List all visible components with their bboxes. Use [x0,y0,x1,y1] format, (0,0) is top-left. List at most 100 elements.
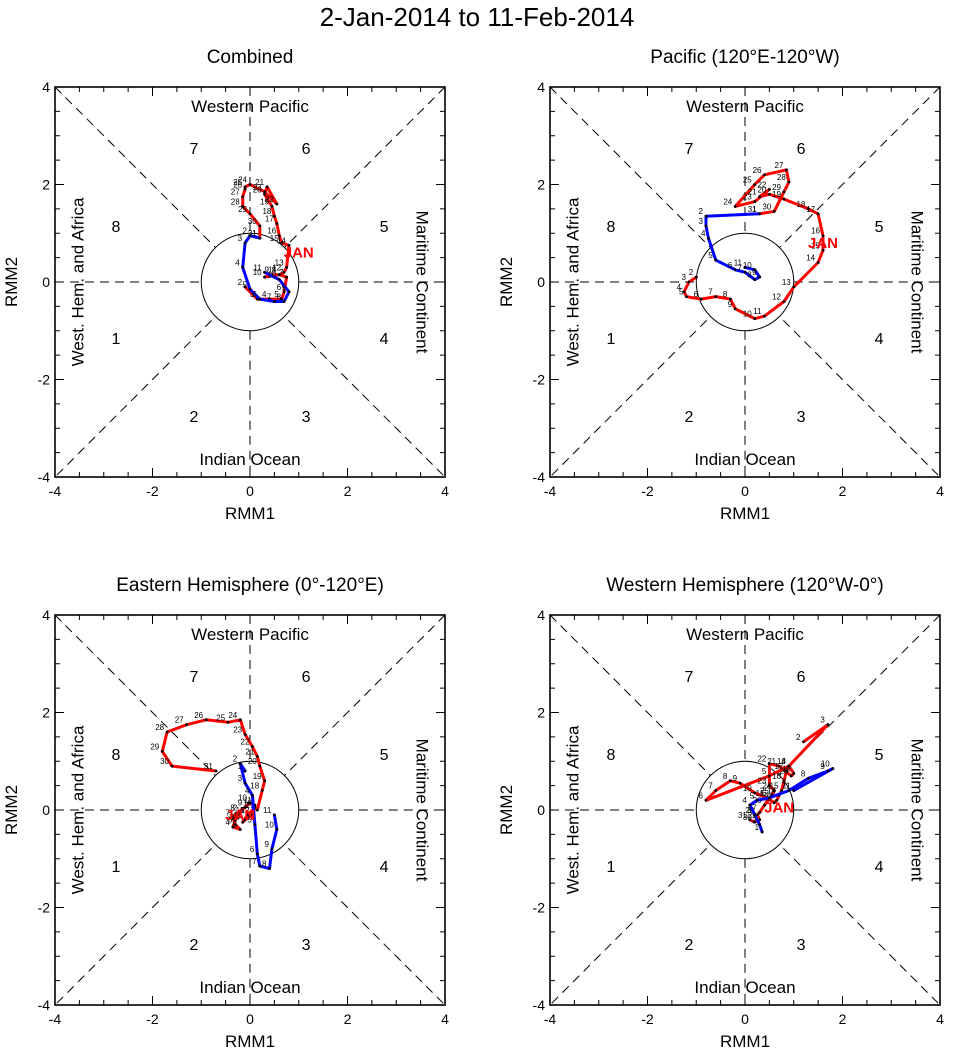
day-point [258,236,262,240]
day-label: 7 [708,288,713,297]
day-label: 11 [756,789,765,798]
x-tick-label: -4 [49,483,62,499]
day-point [282,270,286,274]
day-label: 26 [753,166,762,175]
day-label: 31 [248,229,257,238]
region-label-left: West. Hem. and Africa [563,197,582,366]
day-label: 11 [268,266,277,275]
day-label: 7 [708,782,713,791]
panel-title: Western Hemisphere (120°W-0°) [606,575,883,596]
day-point [682,290,686,294]
y-tick-label: -2 [38,900,51,916]
phase-number: 1 [111,331,120,348]
phase-number: 2 [189,409,198,426]
x-tick-label: 2 [839,1011,847,1027]
day-label: 28 [155,723,164,732]
day-point [214,769,218,773]
day-point [243,187,247,191]
day-label: 10 [265,821,274,830]
day-label: 7 [738,263,743,272]
day-point [260,789,264,792]
day-point [280,297,284,301]
y-tick-label: 2 [42,705,50,721]
day-point [258,864,262,868]
day-point [782,190,786,194]
day-label: 4 [262,290,267,299]
y-tick-label: 4 [537,607,545,623]
day-label: 30 [160,757,169,766]
x-tick-label: 4 [441,483,449,499]
day-label: 24 [228,711,237,720]
day-point [241,205,245,208]
region-label-right: Maritime Continent [413,739,432,882]
day-label: 7 [267,293,272,302]
day-label: 10 [253,268,262,277]
day-point [704,224,708,228]
day-label: 9 [264,266,269,275]
x-tick-label: 2 [344,483,352,499]
day-label: 8 [747,271,752,280]
x-tick-label: 0 [246,1011,254,1027]
y-axis-label: RMM2 [2,785,21,835]
day-label: 23 [253,183,262,192]
day-point [758,823,762,827]
day-label: 20 [253,185,262,194]
day-point [767,784,771,788]
day-point [792,789,796,792]
region-label-top: Western Pacific [191,625,309,644]
day-point [772,209,776,213]
day-point [758,811,762,814]
day-label: 20 [757,185,766,194]
day-label: 28 [777,173,786,182]
day-point [733,205,737,208]
x-tick-label: 4 [441,1011,449,1027]
day-point [243,806,247,809]
panel-title: Eastern Hemisphere (0°-120°E) [116,575,384,596]
day-label: 18 [796,200,805,209]
day-point [707,236,710,240]
trajectory-jan [682,168,825,321]
phase-number: 1 [606,331,615,348]
day-point [753,791,757,795]
y-tick-label: 0 [537,802,545,818]
day-label: 6 [228,816,233,825]
day-label: 5 [274,290,279,299]
region-label-top: Western Pacific [686,97,804,116]
phase-number: 1 [111,859,120,876]
day-label: 10 [821,760,830,769]
day-point [251,793,254,797]
day-point [160,750,164,753]
day-point [272,813,276,817]
y-tick-label: -4 [533,469,546,485]
x-tick-label: 4 [936,483,944,499]
day-point [275,202,279,206]
day-label: 6 [762,789,767,798]
day-label: 11 [263,806,272,815]
day-label: 10 [743,261,752,270]
day-point [248,183,252,186]
day-point [767,774,771,778]
day-label: 27 [231,188,240,197]
unit-circle [200,232,300,332]
phase-number: 2 [684,409,693,426]
day-label: 24 [723,197,732,206]
phase-number: 6 [797,669,806,686]
phase-number: 6 [797,141,806,158]
day-label: 3 [228,811,233,820]
day-label: 4 [781,757,786,766]
day-point [821,248,825,252]
day-point [226,720,230,724]
day-label: 21 [255,178,264,187]
day-label: 11 [782,782,791,791]
day-label: 4 [245,786,250,795]
day-label: 5 [243,280,248,289]
day-label: 1 [238,762,243,771]
day-point [243,285,247,289]
day-label: 15 [236,806,245,815]
day-point [753,278,757,281]
day-label: 17 [245,801,254,810]
day-label: 19 [782,764,791,773]
day-label: 13 [782,278,791,287]
day-label: 3 [747,806,752,815]
day-point [767,187,771,191]
